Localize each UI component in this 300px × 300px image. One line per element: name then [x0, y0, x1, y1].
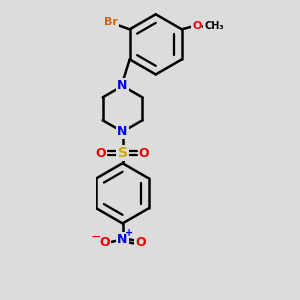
Text: O: O: [139, 147, 149, 160]
Text: Br: Br: [104, 17, 118, 27]
Text: N: N: [117, 233, 128, 246]
Text: O: O: [96, 147, 106, 160]
Text: N: N: [117, 80, 128, 92]
Text: S: S: [118, 146, 128, 160]
Text: N: N: [117, 125, 128, 138]
Text: O: O: [135, 236, 146, 249]
Text: −: −: [91, 230, 101, 244]
Text: O: O: [192, 21, 202, 31]
Text: CH₃: CH₃: [204, 22, 224, 32]
Text: +: +: [125, 228, 133, 239]
Text: O: O: [99, 236, 110, 249]
